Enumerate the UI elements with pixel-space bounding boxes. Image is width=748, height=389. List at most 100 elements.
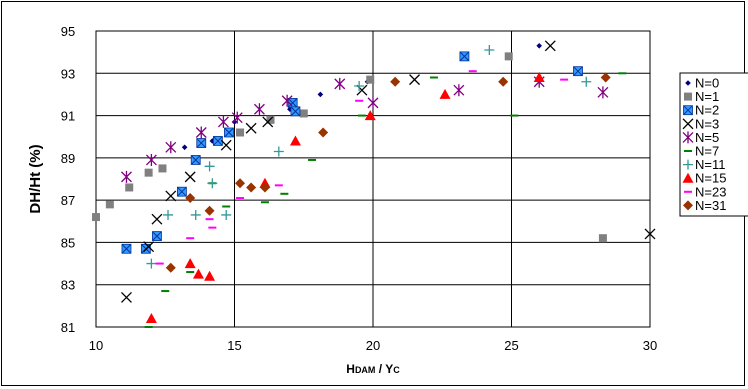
data-point (598, 234, 607, 243)
gridlines (95, 30, 651, 328)
legend-marker (683, 159, 693, 170)
data-point (235, 178, 246, 189)
data-point (245, 122, 257, 134)
data-point (151, 213, 163, 225)
x-axis-title-part: C (393, 365, 400, 375)
x-tick-label: 10 (89, 338, 103, 353)
data-point (246, 182, 257, 193)
legend-marker (682, 172, 694, 183)
data-point (121, 243, 132, 254)
data-point (287, 106, 293, 113)
x-tick-label: 30 (643, 338, 657, 353)
data-point (290, 106, 301, 117)
legend-label: N=7 (695, 144, 719, 159)
data-point (165, 141, 177, 154)
series-n-1 (92, 52, 607, 243)
data-point (364, 110, 376, 121)
data-point (105, 200, 114, 209)
data-point (204, 161, 215, 172)
legend-label: N=15 (695, 171, 726, 186)
x-axis-title-part: DAM (355, 365, 376, 375)
data-point (146, 258, 157, 269)
data-point (573, 66, 583, 77)
data-point (366, 75, 375, 84)
data-point (644, 228, 656, 240)
data-point (484, 45, 495, 56)
x-tick-label: 20 (366, 338, 380, 353)
data-point (143, 241, 155, 253)
data-point (121, 291, 132, 303)
data-point (299, 109, 308, 118)
legend-label: N=1 (695, 89, 719, 104)
data-point (262, 116, 274, 128)
data-point (184, 171, 196, 183)
legend-entry: N=11 (683, 157, 725, 172)
legend-label: N=23 (695, 184, 726, 199)
data-point (581, 76, 592, 87)
legend-marker (683, 105, 693, 116)
data-point (163, 209, 174, 220)
data-point (207, 178, 218, 189)
series-n-23 (155, 70, 569, 265)
data-point (536, 43, 542, 49)
series-n-2 (121, 51, 583, 254)
plot-area-border (95, 30, 651, 328)
data-point (281, 94, 293, 107)
data-point (145, 313, 157, 324)
data-point (165, 190, 177, 202)
legend-entry: N=3 (682, 116, 719, 131)
data-point (504, 52, 513, 61)
data-point (236, 128, 245, 137)
legend-marker (684, 92, 692, 101)
data-point (152, 231, 162, 241)
legend-entry: N=23 (684, 184, 726, 199)
data-point (176, 186, 187, 197)
data-point (318, 127, 329, 138)
data-point (192, 268, 204, 279)
data-point (121, 170, 132, 183)
legend-label: N=2 (695, 103, 719, 118)
x-axis-title-part: H (346, 362, 355, 376)
legend-entry: N=31 (683, 198, 726, 213)
y-tick-label: 81 (61, 320, 75, 335)
y-tick-label: 95 (61, 24, 75, 39)
y-tick-label: 83 (61, 278, 75, 293)
data-point (195, 126, 207, 139)
data-point (224, 127, 234, 138)
data-point (158, 164, 167, 173)
data-point (259, 182, 270, 193)
legend-entry: N=2 (683, 103, 719, 118)
data-point (221, 209, 232, 220)
data-point (231, 111, 243, 124)
data-point (356, 84, 368, 96)
series-n-31 (165, 72, 611, 273)
data-point (317, 91, 324, 98)
y-tick-label: 87 (61, 193, 75, 208)
data-point (125, 183, 134, 192)
data-point (144, 168, 153, 177)
data-point (600, 72, 611, 83)
data-point (459, 51, 470, 62)
series-n-11 (146, 45, 592, 269)
legend-label: N=11 (695, 157, 725, 172)
legend-label: N=3 (695, 116, 719, 131)
series-n-0 (181, 43, 542, 151)
data-point (533, 72, 545, 83)
data-point (453, 84, 465, 97)
data-point (367, 96, 379, 109)
y-tick-label: 85 (61, 235, 75, 250)
data-point (390, 76, 401, 87)
data-point (439, 88, 451, 99)
legend-entry: N=1 (684, 89, 719, 104)
y-axis-title: DH/Ht (%) (27, 144, 44, 213)
data-point (190, 209, 201, 220)
data-point (354, 80, 365, 91)
data-point (217, 115, 229, 128)
y-tick-label: 89 (61, 151, 75, 166)
data-point (498, 76, 509, 87)
legend-label: N=0 (695, 76, 719, 91)
legend-marker (682, 131, 694, 144)
y-tick-label: 93 (61, 66, 75, 81)
data-point (204, 205, 215, 216)
